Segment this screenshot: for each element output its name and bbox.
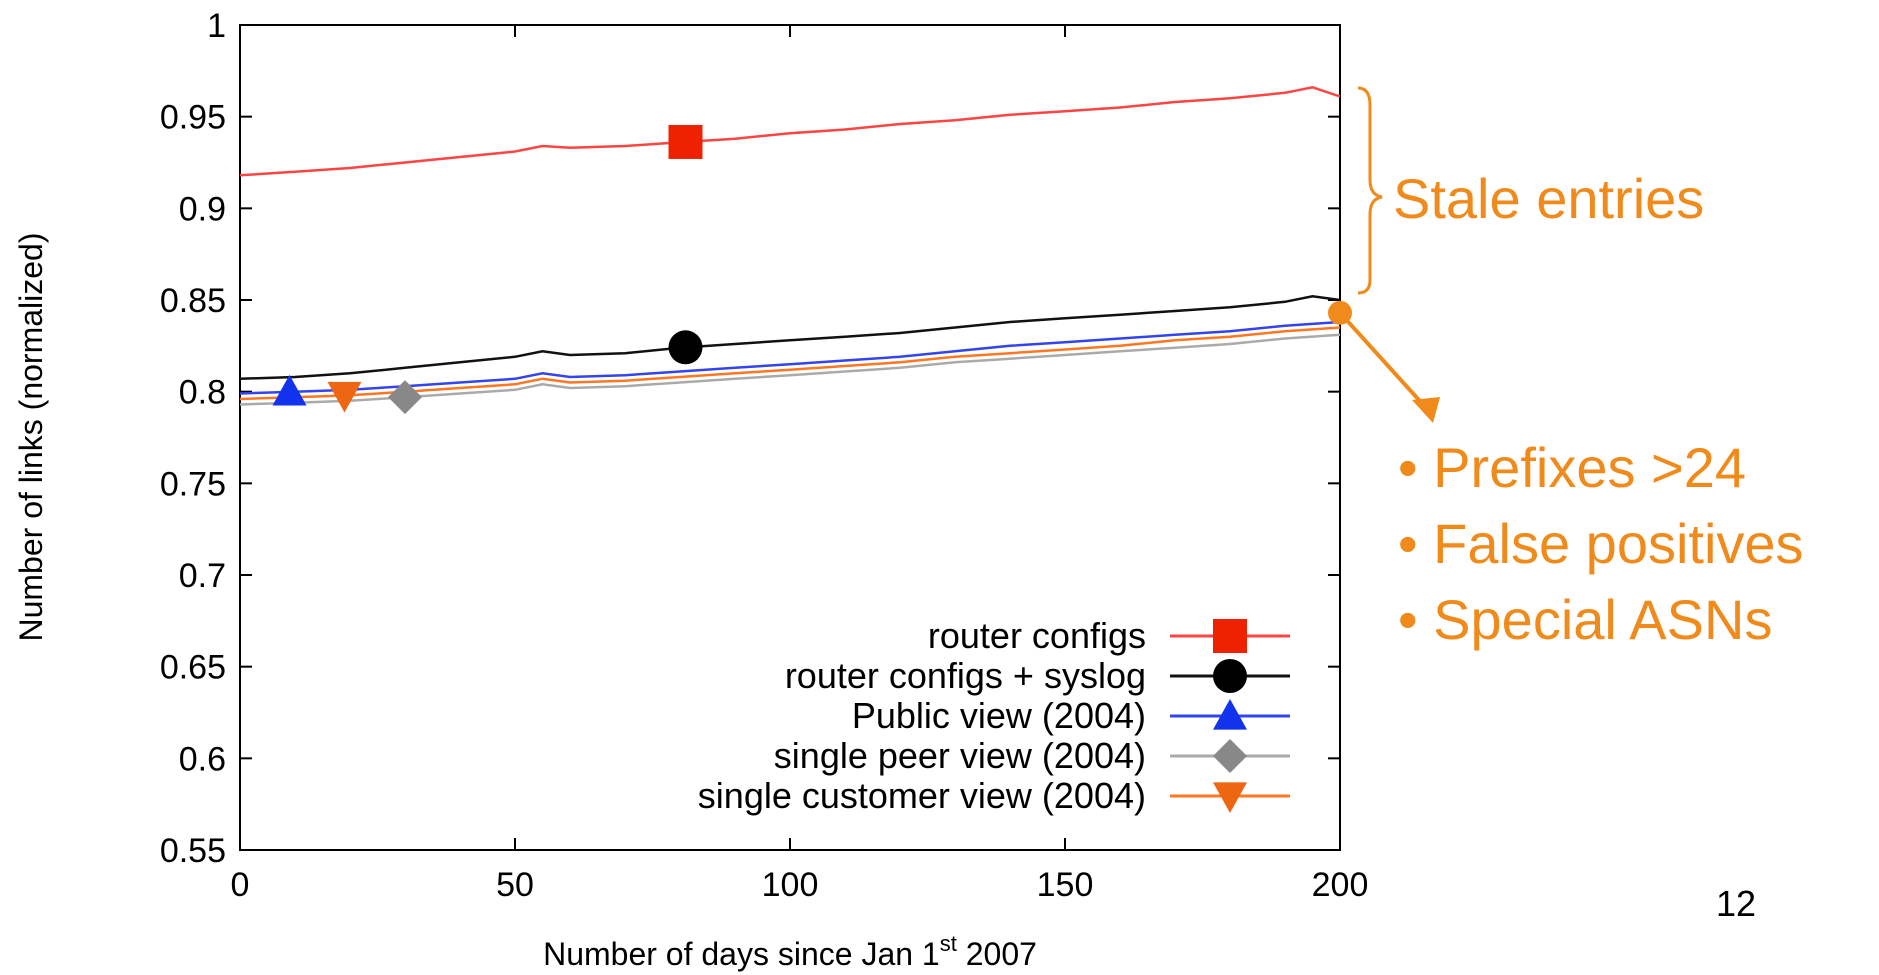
y-tick-label: 0.75 (160, 465, 226, 503)
x-tick-label: 150 (1037, 866, 1094, 904)
x-axis-label-main: Number of days since Jan 1 (543, 936, 940, 972)
y-tick-label: 0.65 (160, 649, 226, 687)
x-tick-label: 200 (1312, 866, 1369, 904)
bullet-2: • False positives (1398, 512, 1804, 575)
legend-marker-2 (1213, 699, 1247, 730)
stale-entries-label: Stale entries (1393, 167, 1704, 230)
series-marker-1 (668, 330, 703, 365)
series-markers (272, 124, 703, 415)
page-number: 12 (1716, 883, 1757, 924)
series-marker-4 (327, 381, 362, 413)
y-tick-label: 0.9 (179, 190, 226, 228)
legend-marker-1 (1213, 659, 1247, 693)
series-marker-2 (272, 374, 307, 406)
y-axis-label: Number of links (normalized) (13, 232, 49, 641)
y-tick-label: 0.8 (179, 374, 226, 412)
legend-marker-4 (1213, 782, 1247, 813)
legend-label-0: router configs (928, 615, 1146, 656)
x-tick-label: 100 (762, 866, 819, 904)
series-line-3 (239, 333, 1341, 406)
series-line-1 (239, 295, 1341, 381)
plot-frame (239, 24, 1341, 851)
legend-marker-0 (1213, 619, 1247, 653)
legend-label-4: single customer view (2004) (698, 775, 1146, 816)
annotation-arrow (1338, 311, 1430, 412)
y-tick-label: 0.95 (160, 99, 226, 137)
legend-marker-3 (1213, 739, 1247, 773)
series-line-4 (239, 326, 1341, 401)
legend-label-3: single peer view (2004) (774, 735, 1146, 776)
y-tick-label: 0.7 (179, 557, 226, 595)
x-axis: 0 50 100 150 200 (231, 25, 1369, 904)
y-axis: 0.55 0.6 0.65 0.7 0.75 0.8 0.85 0.9 0.95 1 (160, 7, 1340, 870)
y-tick-label: 0.85 (160, 282, 226, 320)
annotations: Stale entries • Prefixes >24 • False pos… (1328, 86, 1804, 651)
series-lines (239, 86, 1341, 406)
series-line-0 (239, 86, 1341, 177)
annotation-arrowhead (1412, 397, 1440, 423)
bullet-1: • Prefixes >24 (1398, 436, 1746, 499)
series-line-2 (239, 320, 1341, 395)
legend-label-2: Public view (2004) (852, 695, 1146, 736)
y-tick-label: 1 (207, 7, 226, 45)
series-marker-0 (668, 124, 703, 159)
bullet-3: • Special ASNs (1398, 588, 1772, 651)
x-tick-label: 0 (231, 866, 250, 904)
legend-label-1: router configs + syslog (785, 655, 1146, 696)
stale-entries-brace (1357, 86, 1383, 295)
y-tick-label: 0.55 (160, 832, 226, 870)
x-axis-label-tail: 2007 (957, 936, 1037, 972)
series-marker-3 (388, 380, 422, 415)
x-axis-label: Number of days since Jan 1st 2007 (543, 931, 1037, 972)
y-tick-label: 0.6 (179, 740, 226, 778)
x-axis-label-sup: st (940, 931, 957, 956)
x-tick-label: 50 (496, 866, 534, 904)
